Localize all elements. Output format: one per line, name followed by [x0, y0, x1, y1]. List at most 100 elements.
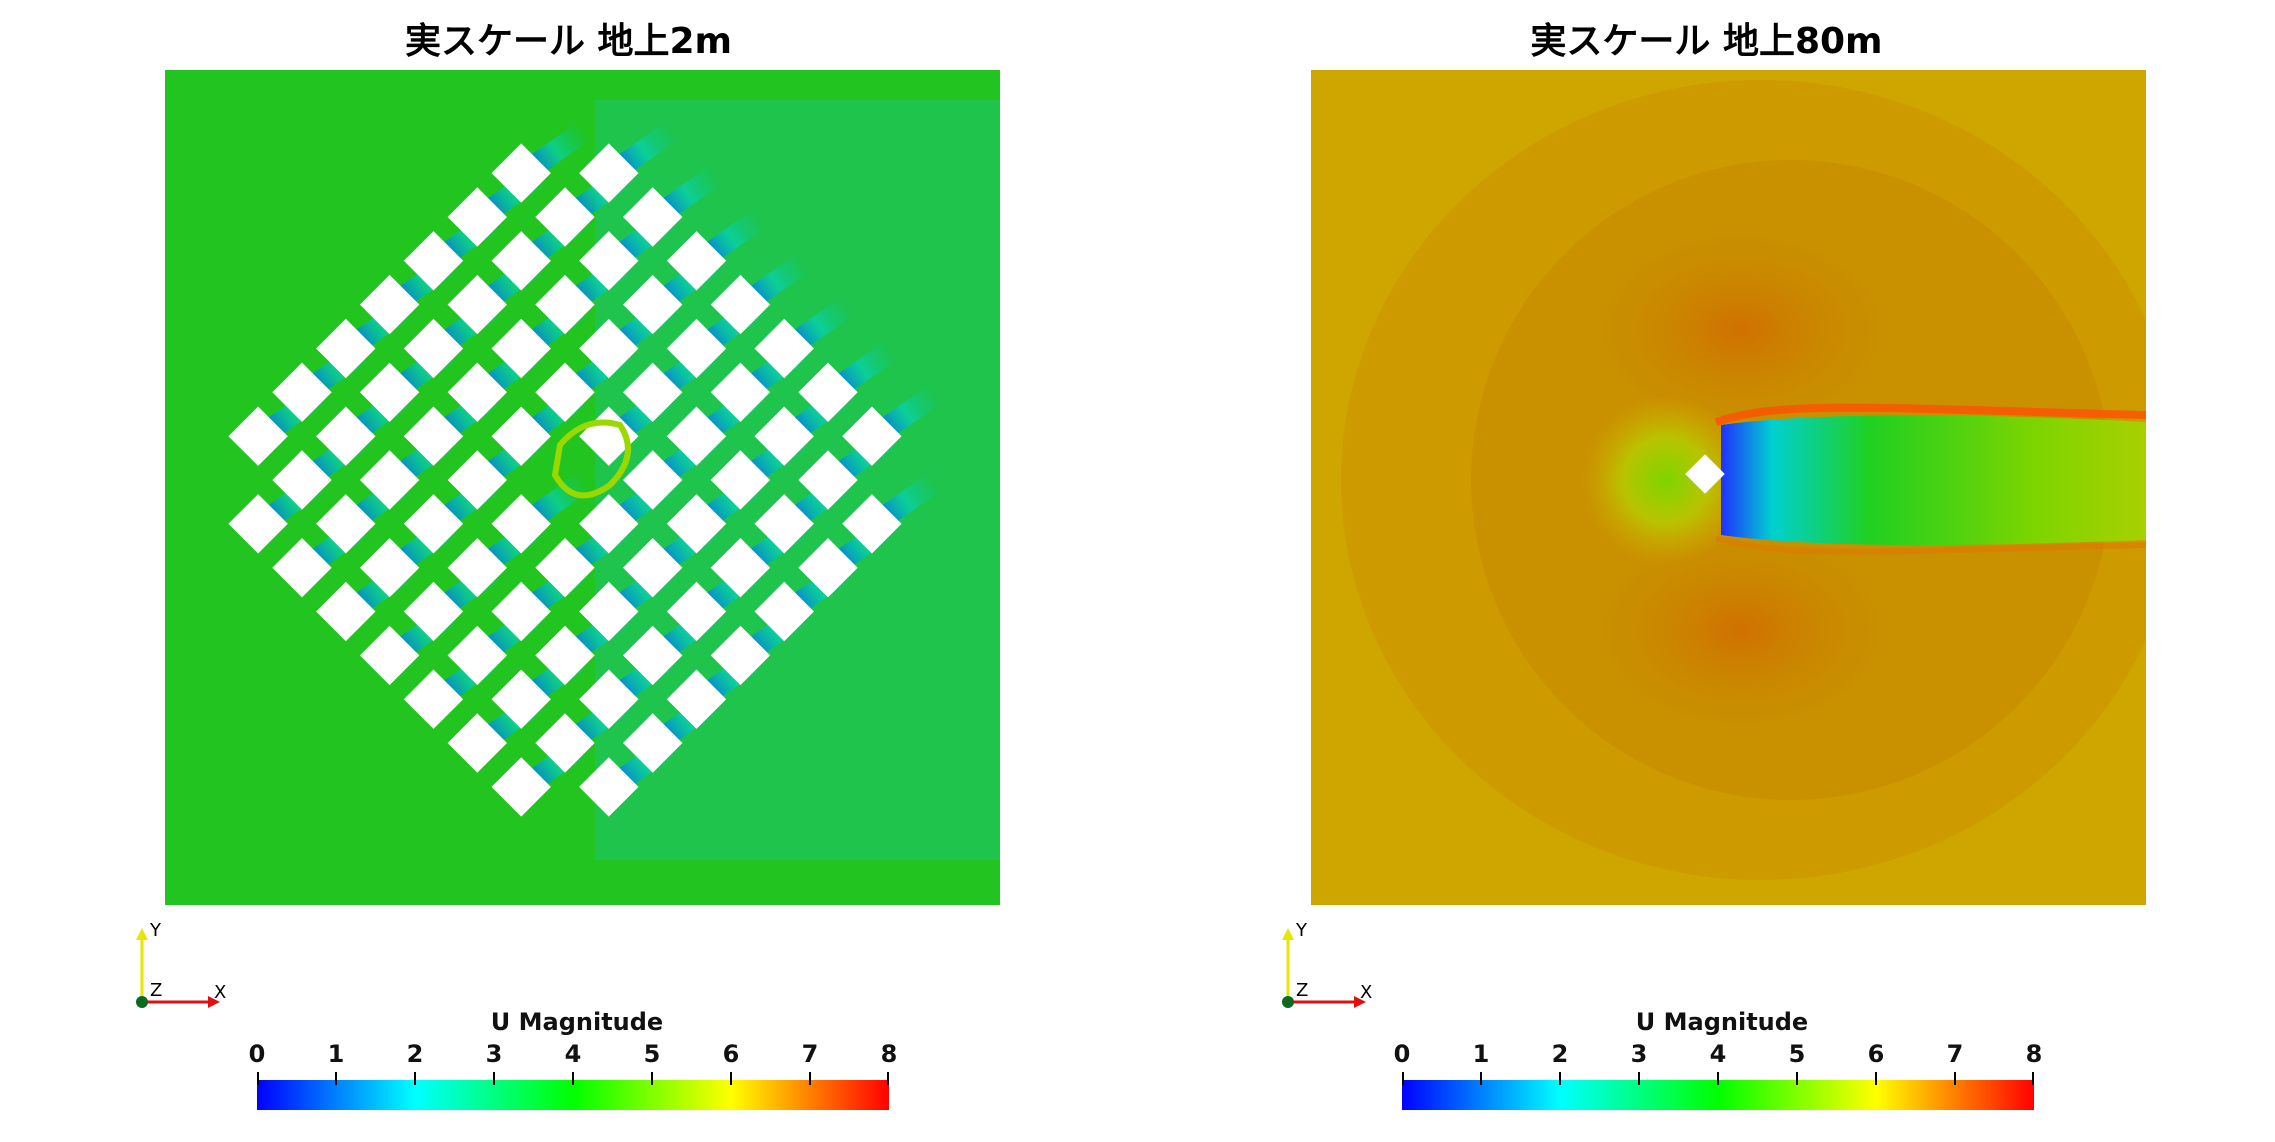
- building: [535, 274, 595, 335]
- building: [403, 581, 464, 642]
- building: [359, 362, 420, 422]
- building: [579, 231, 639, 291]
- colorbar-tick: 2: [1551, 1040, 1569, 1068]
- x-axis-label: X: [214, 982, 226, 1003]
- colorbar-tick: 7: [801, 1040, 819, 1068]
- y-axis-label: Y: [1295, 920, 1308, 941]
- colorbar-gradient: [1402, 1072, 2034, 1110]
- building: [447, 625, 507, 686]
- building: [491, 143, 551, 203]
- building: [579, 669, 639, 729]
- building: [623, 450, 683, 510]
- building: [754, 494, 814, 554]
- building: [447, 187, 507, 247]
- building: [579, 494, 639, 554]
- building: [535, 187, 595, 247]
- colorbar-tick: 4: [564, 1040, 582, 1068]
- building: [798, 538, 858, 598]
- building: [623, 713, 683, 773]
- colorbar-gradient: [257, 1072, 889, 1110]
- building: [491, 406, 551, 466]
- building: [272, 450, 332, 510]
- building: [710, 362, 771, 422]
- building: [754, 406, 814, 466]
- building: [535, 362, 595, 422]
- building: [359, 274, 420, 335]
- panel-title: 実スケール 地上2m: [404, 21, 733, 62]
- building: [710, 450, 771, 510]
- wake-region: [1721, 415, 2146, 545]
- building: [491, 581, 551, 642]
- building: [447, 713, 507, 773]
- building: [491, 669, 551, 729]
- building: [623, 187, 683, 247]
- z-axis-label: Z: [1296, 980, 1308, 1001]
- colorbar-tick: 2: [406, 1040, 424, 1068]
- building: [316, 318, 376, 379]
- building: [798, 362, 858, 422]
- building: [447, 362, 507, 422]
- building: [359, 625, 420, 686]
- building: [316, 581, 376, 642]
- building: [710, 538, 771, 598]
- building: [272, 362, 332, 422]
- building: [579, 581, 639, 642]
- colorbar-tick: 3: [1630, 1040, 1648, 1068]
- building: [491, 231, 551, 291]
- building: [316, 494, 376, 554]
- orientation-axes: Y Z X: [1274, 920, 1384, 1020]
- building: [623, 274, 683, 335]
- building: [359, 538, 420, 598]
- colorbar: U Magnitude 0 1 2 3 4 5 6 7 8: [249, 1000, 957, 1130]
- colorbar-tick: 6: [1867, 1040, 1885, 1068]
- x-axis-arrowhead: [208, 996, 220, 1008]
- building: [403, 494, 464, 554]
- building: [403, 406, 464, 466]
- colorbar-tick: 1: [1472, 1040, 1490, 1068]
- building: [403, 669, 464, 729]
- x-axis-label: X: [1360, 982, 1372, 1003]
- building: [754, 581, 814, 642]
- building: [359, 450, 420, 510]
- building: [666, 581, 727, 642]
- colorbar-tick: 5: [1788, 1040, 1806, 1068]
- upstream-stagnation: [1581, 395, 1751, 565]
- building: [623, 538, 683, 598]
- building: [403, 318, 464, 379]
- panel-title: 実スケール 地上80m: [1530, 21, 1883, 62]
- acceleration-zone: [1581, 520, 1901, 740]
- shear-layer: [1715, 535, 2146, 555]
- colorbar-tick: 5: [643, 1040, 661, 1068]
- building: [842, 406, 902, 466]
- shear-layer: [1714, 403, 2146, 426]
- y-axis-arrowhead: [136, 928, 148, 940]
- building: [623, 362, 683, 422]
- building: [491, 494, 551, 554]
- building: [535, 713, 595, 773]
- building: [447, 450, 507, 510]
- colorbar-tick: 0: [1393, 1040, 1411, 1068]
- panel-2m: 実スケール 地上2m Y: [0, 0, 1137, 1142]
- building: [710, 625, 771, 686]
- velocity-field-svg: [165, 70, 1000, 905]
- colorbar-title: U Magnitude: [490, 1008, 664, 1036]
- colorbar-tick: 8: [2025, 1040, 2043, 1068]
- building: [535, 625, 595, 686]
- building: [754, 318, 814, 379]
- z-axis-label: Z: [150, 980, 162, 1001]
- building: [316, 406, 376, 466]
- building: [710, 274, 771, 335]
- building: [491, 318, 551, 379]
- panel-80m: 実スケール 地上80m: [1138, 0, 2275, 1142]
- building: [666, 494, 727, 554]
- building: [666, 669, 727, 729]
- colorbar: U Magnitude 0 1 2 3 4 5 6 7 8: [1394, 1000, 2102, 1130]
- building: [447, 274, 507, 335]
- building: [403, 231, 464, 291]
- building: [579, 757, 639, 817]
- building: [623, 625, 683, 686]
- colorbar-title: U Magnitude: [1635, 1008, 1809, 1036]
- building-array: [228, 143, 902, 817]
- colorbar-tick: 6: [722, 1040, 740, 1068]
- building: [666, 231, 727, 291]
